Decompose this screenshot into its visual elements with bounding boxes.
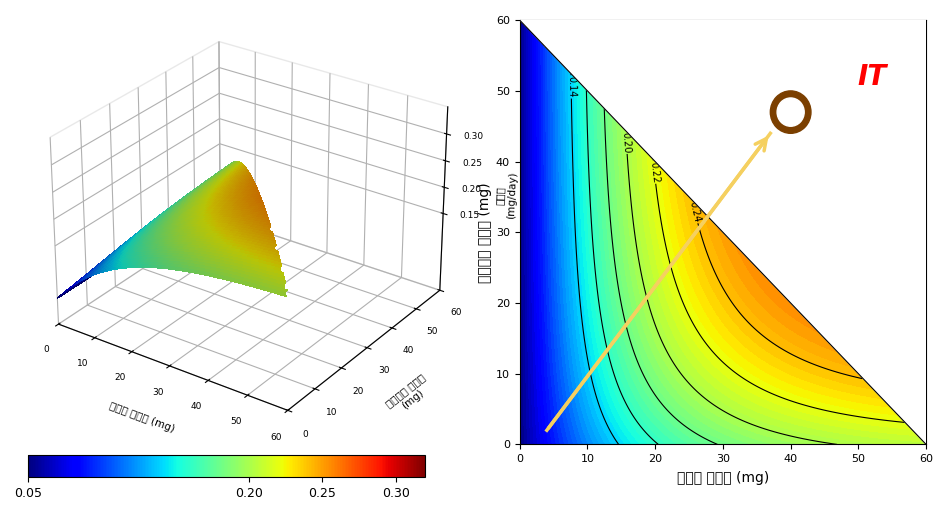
Text: 0.24: 0.24 <box>687 200 701 224</box>
Text: 0.20: 0.20 <box>620 131 632 153</box>
Circle shape <box>769 91 810 133</box>
Circle shape <box>783 105 797 119</box>
X-axis label: 단백질 섭취량 (mg): 단백질 섭취량 (mg) <box>676 471 768 485</box>
Y-axis label: 탄수화물 섭취량 (mg): 탄수화물 섭취량 (mg) <box>478 182 491 283</box>
Text: IT: IT <box>856 63 885 91</box>
Circle shape <box>776 98 803 126</box>
Text: 0.14: 0.14 <box>565 76 576 97</box>
X-axis label: 단백질 섭취량 (mg): 단백질 섭취량 (mg) <box>108 400 176 434</box>
Text: 0.22: 0.22 <box>648 161 660 183</box>
Polygon shape <box>519 20 925 444</box>
Y-axis label: 탄수화물 섭취량
(mg): 탄수화물 섭취량 (mg) <box>383 372 433 418</box>
